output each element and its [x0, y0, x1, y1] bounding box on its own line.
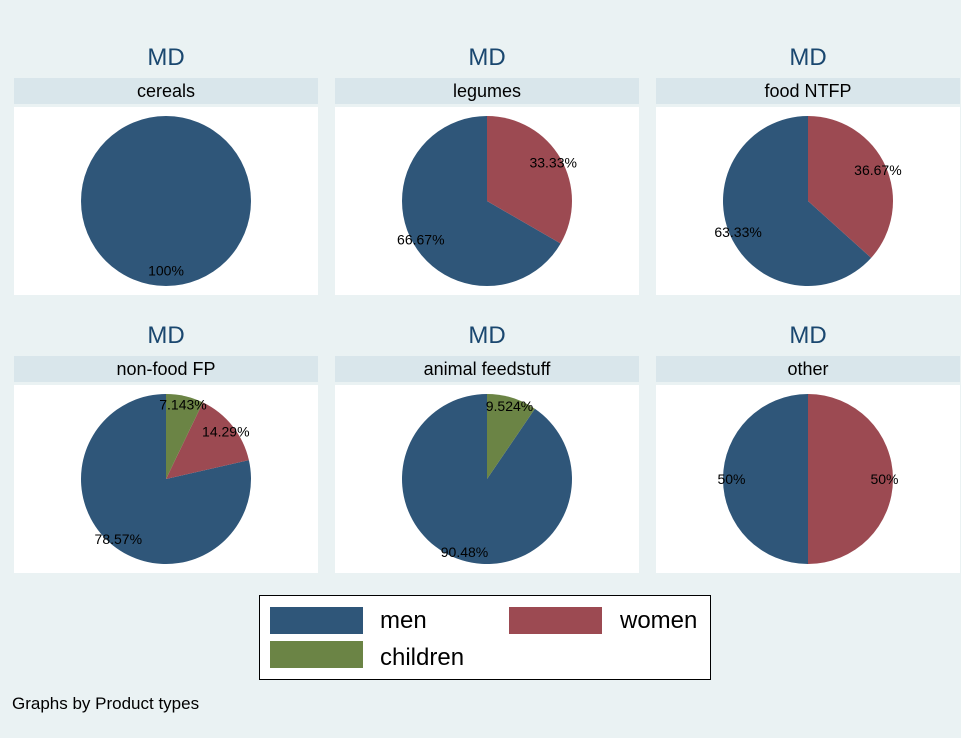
legend-swatch-children [270, 641, 363, 668]
slice-label-women: 33.33% [529, 155, 576, 171]
pie-slice-men [80, 394, 251, 564]
legend-swatch-women [509, 607, 602, 634]
pie-slice-men [401, 116, 561, 286]
pie-panel: MD non-food FP 78.57% 14.29% 7.143% [14, 316, 318, 573]
slice-label-men: 50% [717, 471, 745, 487]
pie-svg: 63.33% 36.67% [714, 116, 902, 286]
panel-subtitle: cereals [14, 78, 318, 104]
slice-label-men: 100% [148, 263, 184, 279]
legend-label-men: men [380, 607, 427, 634]
pie-slice-men [723, 116, 872, 286]
slice-label-children: 7.143% [159, 396, 206, 412]
legend-label-children: children [380, 644, 465, 671]
pie-svg: 50% 50% [717, 394, 899, 564]
legend-label-women: women [620, 607, 698, 634]
pie-svg: 78.57% 14.29% 7.143% [80, 394, 251, 564]
panel-subtitle: non-food FP [14, 356, 318, 382]
pie-slice-men [81, 116, 251, 286]
plot-region: 78.57% 14.29% 7.143% [14, 385, 318, 573]
plot-region: 66.67% 33.33% [335, 107, 639, 295]
plot-region: 63.33% 36.67% [656, 107, 960, 295]
plot-region: 50% 50% [656, 385, 960, 573]
pie-slice-women [808, 394, 893, 564]
slice-label-men: 90.48% [441, 544, 488, 560]
panel-subtitle: food NTFP [656, 78, 960, 104]
pie-slice-women [808, 116, 894, 258]
slice-label-men: 66.67% [397, 231, 444, 247]
plot-region: 90.48% 9.524% [335, 385, 639, 573]
panel-title: MD [147, 44, 185, 71]
pie-panel: MD animal feedstuff 90.48% 9.524% [335, 316, 639, 573]
slice-label-women: 50% [870, 471, 898, 487]
panel-subtitle: animal feedstuff [335, 356, 639, 382]
pie-slice-men [723, 394, 808, 564]
slice-label-women: 36.67% [854, 162, 901, 178]
slice-label-children: 9.524% [486, 398, 533, 414]
panel-title: MD [468, 44, 506, 71]
panel-title: MD [147, 322, 185, 349]
pie-svg: 66.67% 33.33% [397, 116, 577, 286]
pie-slice-men [401, 394, 572, 564]
pie-panel: MD other 50% 50% [656, 316, 960, 573]
panel-title: MD [789, 44, 827, 71]
slice-label-men: 78.57% [95, 531, 142, 547]
pie-slice-children [166, 394, 203, 479]
slice-label-women: 14.29% [202, 423, 249, 439]
pie-slice-women [487, 116, 572, 244]
chart-legend: men women children [259, 595, 711, 680]
graphs-by-note: Graphs by Product types [12, 694, 200, 713]
panel-subtitle: legumes [335, 78, 639, 104]
panel-title: MD [789, 322, 827, 349]
pie-svg: 100% [81, 116, 251, 286]
pie-panel: MD cereals 100% [14, 38, 318, 295]
panel-subtitle: other [656, 356, 960, 382]
panel-title: MD [468, 322, 506, 349]
pie-slice-children [487, 394, 535, 479]
pie-svg: 90.48% 9.524% [401, 394, 572, 564]
plot-region: 100% [14, 107, 318, 295]
slice-label-men: 63.33% [714, 224, 761, 240]
legend-swatch-men [270, 607, 363, 634]
pie-panel: MD food NTFP 63.33% 36.67% [656, 38, 960, 295]
pie-panel: MD legumes 66.67% 33.33% [335, 38, 639, 295]
pie-slice-women [166, 402, 249, 479]
